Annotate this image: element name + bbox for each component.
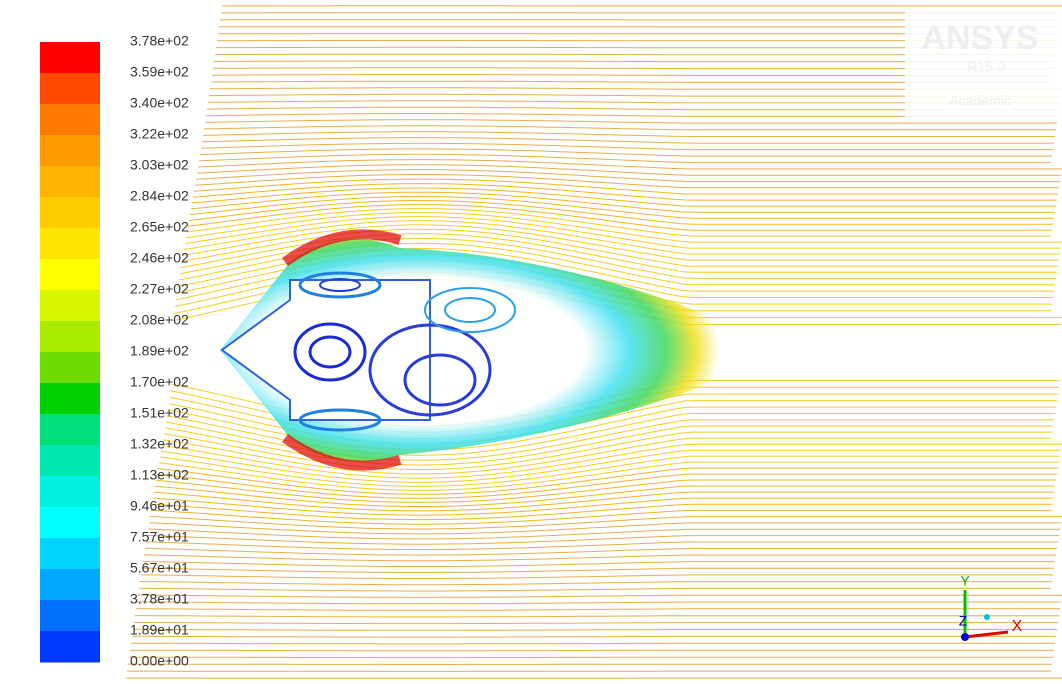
colorbar-band: [40, 166, 100, 198]
colorbar-band: [40, 476, 100, 508]
colorbar-band: [40, 104, 100, 136]
viewport: 3.78e+02 3.59e+02 3.40e+02 3.22e+02 3.03e+02…: [0, 0, 1062, 684]
streamline: [136, 609, 1060, 611]
colorbar-label: 3.22e+02: [130, 126, 189, 142]
streamline: [204, 126, 1056, 130]
colorbar-band: [40, 197, 100, 229]
streamline: [143, 561, 1055, 566]
colorbar-band: [40, 73, 100, 105]
streamline: [140, 582, 1052, 585]
colorbar-label: 1.89e+01: [130, 622, 189, 638]
colorbar-label: 0.00e+00: [130, 653, 189, 669]
streamline: [145, 548, 1057, 555]
colorbar-label: 2.08e+02: [130, 312, 189, 328]
streamline: [144, 555, 1056, 561]
colorbar-label: 1.32e+02: [130, 436, 189, 452]
x-axis-label: X: [1012, 618, 1023, 635]
logo: ANSYS R15.0 Academic: [905, 10, 1062, 120]
streamline: [202, 138, 1054, 144]
logo-edition: Academic: [949, 93, 1010, 109]
colorbar-band: [40, 135, 100, 167]
colorbar-band: [40, 507, 100, 539]
colorbar-label: 3.40e+02: [130, 95, 189, 111]
streamline: [138, 595, 1062, 597]
streamline: [130, 650, 1054, 651]
colorbar-label: 2.46e+02: [130, 250, 189, 266]
body: [220, 234, 720, 465]
streamline: [147, 535, 1059, 544]
colorbar-band: [40, 228, 100, 260]
streamline: [203, 132, 1055, 137]
colorbar-label: 1.89e+02: [130, 343, 189, 359]
colorbar-band: [40, 321, 100, 353]
colorbar-label: 2.65e+02: [130, 219, 189, 235]
colorbar-label: 2.84e+02: [130, 188, 189, 204]
streamline: [131, 643, 1055, 644]
streamline: [134, 623, 1058, 624]
colorbar-label: 5.67e+01: [130, 560, 189, 576]
z-axis-label: Z: [959, 613, 968, 629]
streamline: [192, 188, 1056, 206]
colorbar-band: [40, 631, 100, 663]
colorbar-band: [40, 414, 100, 446]
colorbar-label: 3.78e+02: [130, 33, 189, 49]
streamline: [133, 629, 1057, 630]
colorbar: 3.78e+02 3.59e+02 3.40e+02 3.22e+02 3.03e+02…: [40, 33, 189, 669]
colorbar-label: 2.27e+02: [130, 281, 189, 297]
colorbar-band: [40, 352, 100, 384]
streamline: [152, 504, 1052, 519]
streamline: [135, 616, 1059, 617]
streamline: [142, 568, 1054, 572]
logo-version: R15.0: [968, 59, 1006, 75]
origin: [984, 614, 990, 620]
z-axis: [961, 633, 969, 641]
streamline: [132, 636, 1056, 637]
bluff-body: [222, 280, 430, 420]
streamline: [205, 120, 1057, 123]
colorbar-band: [40, 445, 100, 477]
streamline: [148, 529, 1060, 539]
colorbar-label: 1.13e+02: [130, 467, 189, 483]
streamline: [198, 160, 1062, 169]
colorbar-band: [40, 290, 100, 322]
colorbar-label: 9.46e+01: [130, 498, 189, 514]
colorbar-band: [40, 42, 100, 74]
colorbar-band: [40, 569, 100, 601]
colorbar-band: [40, 600, 100, 632]
colorbar-band: [40, 538, 100, 570]
colorbar-label: 3.03e+02: [130, 157, 189, 173]
colorbar-label: 1.70e+02: [130, 374, 189, 390]
streamline: [201, 143, 1053, 149]
y-axis-label: Y: [960, 573, 970, 589]
streamline: [188, 205, 1052, 231]
streamline: [137, 602, 1061, 604]
colorbar-band: [40, 259, 100, 291]
streamline: [141, 575, 1053, 579]
colorbar-label: 1.51e+02: [130, 405, 189, 421]
colorbar-label: 3.78e+01: [130, 591, 189, 607]
streamline: [153, 498, 1053, 515]
streamline: [139, 588, 1051, 591]
colorbar-label: 7.57e+01: [130, 529, 189, 545]
axis-triad: Y Z X: [959, 573, 1023, 641]
colorbar-band: [40, 383, 100, 415]
colorbar-label: 3.59e+02: [130, 64, 189, 80]
logo-brand: ANSYS: [921, 19, 1038, 57]
